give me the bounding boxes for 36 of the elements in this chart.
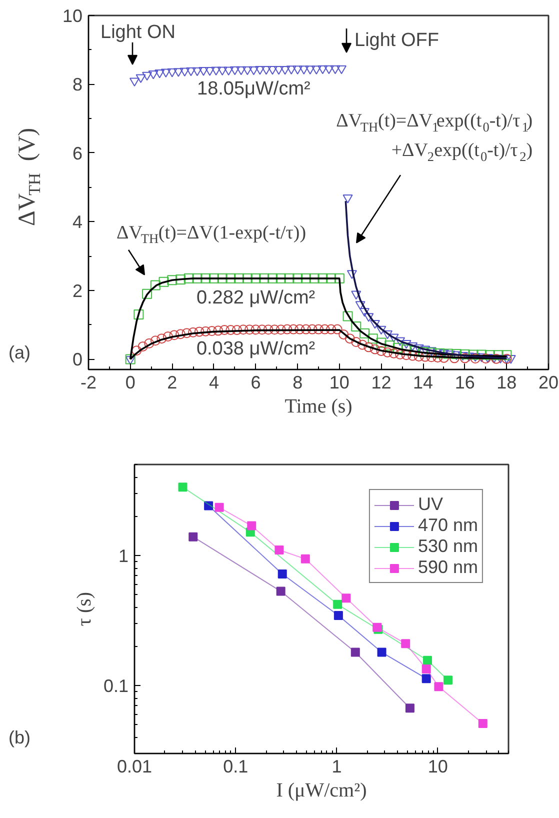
x-tick-label: 6: [250, 372, 261, 392]
x-tick-label: 18: [496, 372, 517, 392]
y-tick-label: 2: [72, 280, 83, 301]
y-tick-label: 6: [72, 143, 83, 164]
x-tick-label: 10: [329, 372, 350, 392]
y-axis-title: τ (s): [73, 592, 96, 626]
x-tick-label: 14: [413, 372, 434, 392]
x-tick-label: 2: [167, 372, 178, 392]
legend-label: 470 nm: [418, 515, 478, 536]
x-tick-label: 16: [454, 372, 475, 392]
series-label: 0.282 μW/cm²: [196, 287, 316, 308]
x-tick-label: -2: [80, 372, 97, 392]
x-tick-label: 20: [538, 372, 559, 392]
x-tick-label: 4: [208, 372, 219, 392]
y-tick-label: 8: [72, 74, 83, 95]
x-tick-label: 0.01: [116, 756, 152, 776]
x-tick-label: 12: [371, 372, 392, 392]
series-label: 18.05μW/cm²: [197, 78, 310, 100]
legend-label: 590 nm: [418, 557, 478, 578]
text: (a): [8, 342, 30, 363]
x-axis-title: I (μW/cm²): [276, 780, 367, 802]
y-tick-label: 10: [62, 6, 83, 26]
y-axis-title: ΔVTH (V): [14, 128, 44, 226]
annotation: Light OFF: [354, 30, 439, 51]
y-tick-label: 0: [72, 350, 83, 370]
x-axis-title: Time (s): [284, 396, 352, 418]
y-tick-label: 4: [72, 212, 83, 232]
text: (b): [8, 728, 30, 748]
annotation: Light ON: [100, 22, 176, 43]
legend-label: UV: [418, 494, 443, 515]
legend-label: 530 nm: [418, 536, 478, 557]
x-tick-label: 1: [332, 756, 342, 776]
x-tick-label: 10: [428, 756, 448, 776]
series-label: 0.038 μW/cm²: [196, 338, 316, 360]
x-tick-label: 0.1: [223, 756, 248, 776]
x-tick-label: 8: [292, 372, 303, 392]
